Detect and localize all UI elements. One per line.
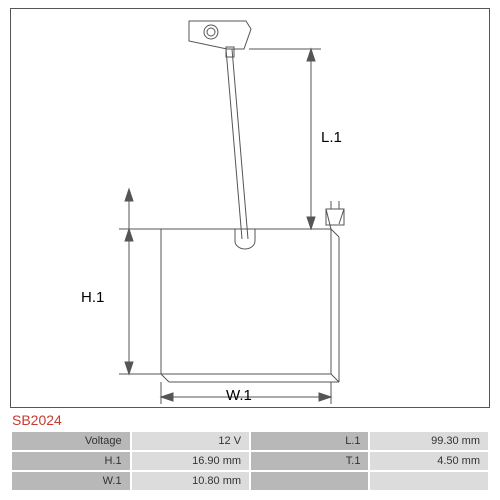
table-row: W.1 10.80 mm <box>11 471 489 491</box>
spec-value: 4.50 mm <box>369 451 489 471</box>
spec-label: H.1 <box>11 451 131 471</box>
spec-table: Voltage 12 V L.1 99.30 mm H.1 16.90 mm T… <box>10 430 490 492</box>
spec-label-empty <box>250 471 369 491</box>
spec-value: 99.30 mm <box>369 431 489 451</box>
spec-label: T.1 <box>250 451 369 471</box>
diagram-frame: H.1 W.1 L.1 <box>10 8 490 408</box>
spec-value: 16.90 mm <box>131 451 251 471</box>
dim-label-w1: W.1 <box>226 387 252 404</box>
table-row: Voltage 12 V L.1 99.30 mm <box>11 431 489 451</box>
spec-label: W.1 <box>11 471 131 491</box>
part-number: SB2024 <box>12 412 62 428</box>
dim-label-h1: H.1 <box>81 289 104 306</box>
technical-drawing <box>11 9 489 407</box>
spec-label: Voltage <box>11 431 131 451</box>
spec-value-empty <box>369 471 489 491</box>
table-row: H.1 16.90 mm T.1 4.50 mm <box>11 451 489 471</box>
spec-value: 12 V <box>131 431 251 451</box>
spec-label: L.1 <box>250 431 369 451</box>
spec-value: 10.80 mm <box>131 471 251 491</box>
dim-label-l1: L.1 <box>321 129 342 146</box>
